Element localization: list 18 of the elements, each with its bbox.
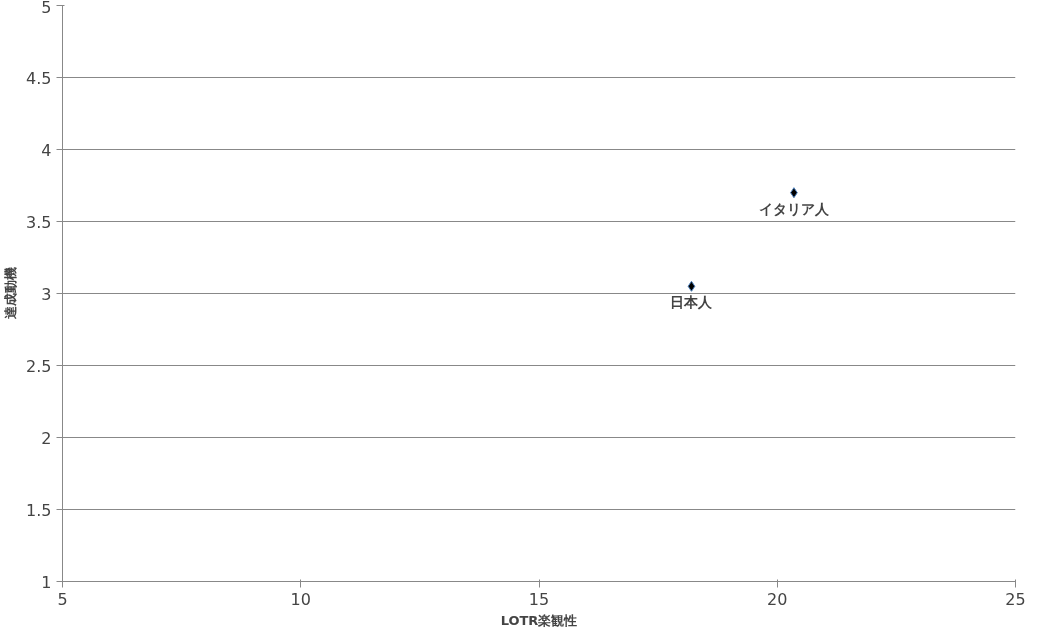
x-tick-label: 10 (290, 589, 311, 609)
y-tick-label: 4.5 (26, 68, 52, 88)
x-tick-label: 25 (1005, 589, 1026, 609)
y-tick-label: 3.5 (26, 212, 52, 232)
x-axis-title: LOTR楽観性 (500, 612, 578, 628)
x-tick-label: 20 (767, 589, 788, 609)
y-tick-label: 3 (41, 284, 52, 304)
y-tick-label: 2 (41, 428, 52, 448)
x-tick-label: 5 (57, 589, 68, 609)
y-tick-label: 2.5 (26, 356, 52, 376)
y-tick-label: 5 (41, 0, 52, 17)
y-axis-title: 達成動機 (3, 267, 19, 321)
y-tick-label: 1.5 (26, 500, 52, 520)
annotation: イタリア人 (758, 200, 830, 217)
y-tick-label: 1 (41, 572, 52, 592)
y-tick-label: 4 (41, 140, 52, 160)
x-tick-label: 15 (528, 589, 550, 609)
annotation: 日本人 (670, 294, 714, 311)
